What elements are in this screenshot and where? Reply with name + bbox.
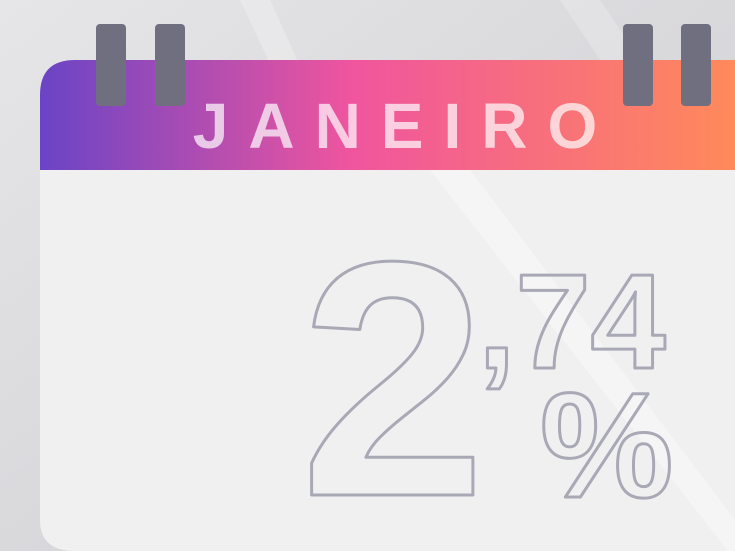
month-label: JANEIRO	[193, 90, 618, 162]
ring	[681, 24, 711, 106]
rings	[96, 24, 711, 106]
rate-integer: 2	[300, 192, 486, 551]
rate-decimal: ,74	[478, 246, 666, 397]
card-streak	[430, 170, 735, 551]
ring	[623, 24, 653, 106]
rate-unit: %	[540, 361, 673, 529]
calendar-card	[40, 60, 735, 551]
ring	[96, 24, 126, 106]
ring	[155, 24, 185, 106]
